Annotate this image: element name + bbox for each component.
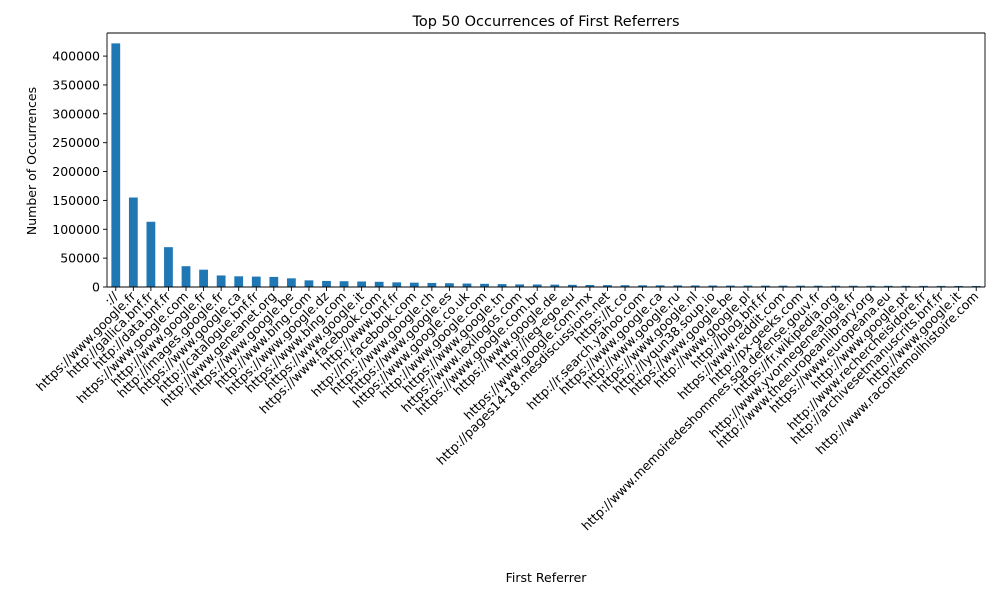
bar <box>778 285 788 287</box>
bar <box>901 285 911 287</box>
bar <box>954 285 964 287</box>
y-tick-label: 400000 <box>52 49 100 64</box>
y-tick-label: 250000 <box>52 135 100 150</box>
bar <box>146 221 156 287</box>
bar <box>550 284 560 287</box>
bar <box>286 278 296 287</box>
bar <box>515 284 525 287</box>
bar <box>216 275 226 287</box>
chart-title: Top 50 Occurrences of First Referrers <box>411 14 679 30</box>
y-tick-label: 150000 <box>52 193 100 208</box>
bar <box>532 284 542 287</box>
bar <box>936 285 946 287</box>
y-tick-label: 200000 <box>52 164 100 179</box>
bar <box>725 285 735 287</box>
bar <box>743 285 753 287</box>
bar <box>690 285 700 287</box>
bar <box>409 282 419 287</box>
bar <box>357 281 367 287</box>
bar <box>655 285 665 287</box>
bar <box>761 285 770 287</box>
y-axis-label: Number of Occurrences <box>24 87 39 235</box>
bar <box>567 284 577 287</box>
bar <box>128 197 138 287</box>
bar <box>445 283 454 287</box>
bar <box>374 281 384 287</box>
bar <box>866 285 876 287</box>
bar <box>919 285 928 287</box>
bar <box>392 282 402 287</box>
y-tick-label: 0 <box>92 280 100 295</box>
bar <box>603 285 612 287</box>
y-tick-label: 50000 <box>60 251 100 266</box>
y-tick-label: 300000 <box>52 106 100 121</box>
plot-area: 0 50000 100000 150000 200000 250000 300000 3500… <box>33 32 986 533</box>
bar <box>831 285 841 287</box>
bar <box>462 283 472 287</box>
bar <box>848 285 858 287</box>
bar <box>813 285 823 287</box>
bar <box>708 285 718 287</box>
bar <box>164 247 173 287</box>
bar <box>251 276 261 287</box>
bar <box>796 285 806 287</box>
bar <box>269 276 279 287</box>
bar <box>497 284 507 287</box>
bar <box>304 280 314 287</box>
bar <box>585 284 595 287</box>
bar <box>638 285 647 287</box>
bar <box>427 282 437 287</box>
bar <box>971 285 981 287</box>
bar <box>673 285 683 287</box>
bar <box>111 43 121 287</box>
bar <box>339 281 349 287</box>
bar <box>322 280 331 287</box>
bar <box>620 285 630 287</box>
bar <box>234 276 244 287</box>
x-axis-label: First Referrer <box>506 570 588 585</box>
bar <box>884 285 893 287</box>
bar <box>181 266 191 287</box>
bar <box>199 269 208 287</box>
y-tick-label: 350000 <box>52 77 100 92</box>
y-tick-label: 100000 <box>52 222 100 237</box>
bar <box>480 283 489 287</box>
